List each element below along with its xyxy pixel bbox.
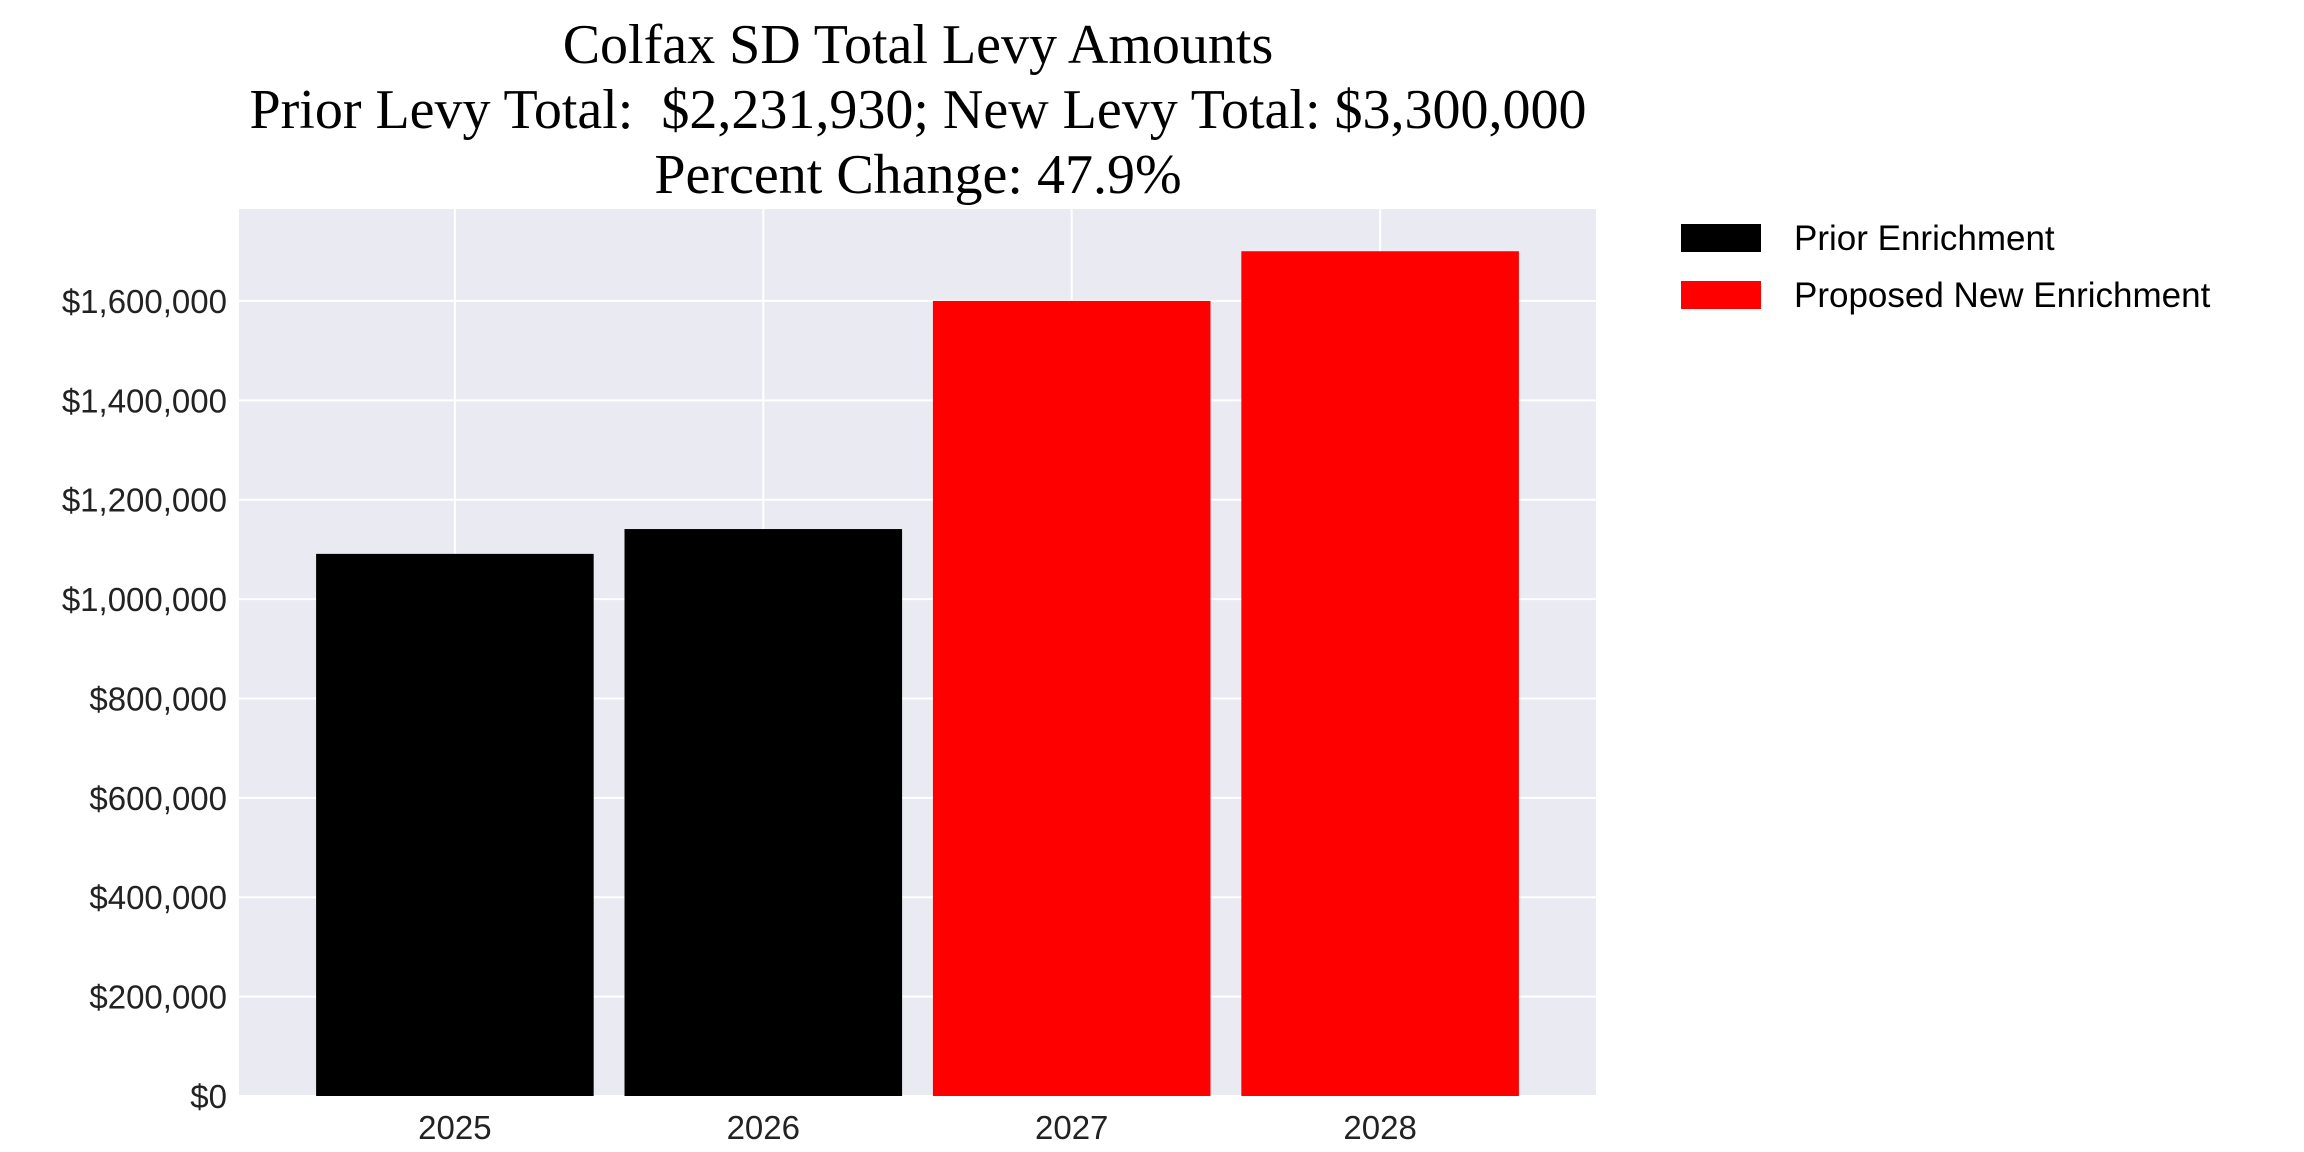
chart-subtitle-line-1: Prior Levy Total: $2,231,930; New Levy T…: [249, 79, 1586, 141]
bar-2026: [624, 529, 903, 1096]
y-tick-label: $1,000,000: [62, 581, 227, 618]
legend-swatch-proposed-new-enrichment: [1681, 281, 1761, 309]
y-tick-label: $200,000: [89, 979, 227, 1016]
y-tick-label: $1,200,000: [62, 482, 227, 519]
bars: [316, 251, 1519, 1097]
x-tick-label: 2027: [1035, 1109, 1108, 1146]
legend-label-prior-enrichment: Prior Enrichment: [1794, 219, 2055, 258]
y-tick-labels: $0 $200,000 $400,000 $600,000 $800,000 $1,000…: [62, 283, 227, 1115]
x-tick-labels: 2025 2026 2027 2028: [418, 1109, 1417, 1146]
chart-title: Colfax SD Total Levy Amounts: [563, 14, 1274, 76]
bar-2028: [1241, 251, 1519, 1096]
y-tick-label: $1,600,000: [62, 283, 227, 320]
chart-subtitle-line-2: Percent Change: 47.9%: [654, 144, 1181, 206]
legend: Prior Enrichment Proposed New Enrichment: [1681, 219, 2211, 315]
x-tick-label: 2026: [727, 1109, 800, 1146]
bar-2025: [316, 553, 594, 1096]
bar-2027: [932, 300, 1211, 1097]
x-tick-label: 2028: [1343, 1109, 1416, 1146]
y-tick-label: $800,000: [89, 680, 227, 717]
y-tick-label: $600,000: [89, 780, 227, 817]
y-tick-label: $0: [190, 1078, 227, 1115]
x-tick-label: 2025: [418, 1109, 491, 1146]
legend-swatch-prior-enrichment: [1681, 224, 1761, 252]
y-tick-label: $400,000: [89, 879, 227, 916]
legend-label-proposed-new-enrichment: Proposed New Enrichment: [1794, 276, 2211, 315]
y-tick-label: $1,400,000: [62, 382, 227, 419]
